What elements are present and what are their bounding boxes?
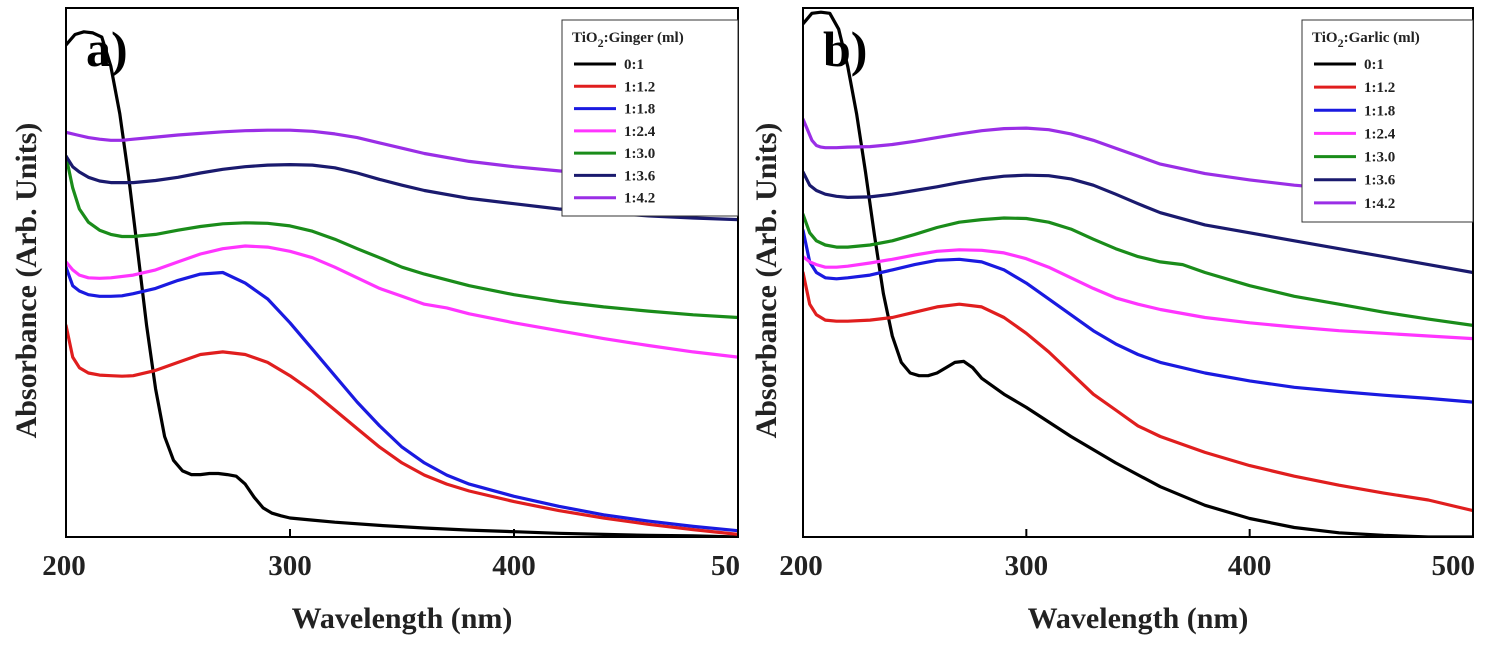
legend-title: TiO2:Ginger (ml) bbox=[572, 30, 684, 50]
series-line-1-1-2 bbox=[66, 323, 738, 536]
legend-entry: 1:1.8 bbox=[624, 102, 655, 118]
panel-b: 200 300 400 500 Wavelength (nm) Absorbance (A… bbox=[750, 7, 1476, 635]
y-axis-label: Absorbance (Arb. Units) bbox=[750, 123, 783, 439]
legend-entry: 1:3.6 bbox=[624, 168, 656, 184]
plot-frame bbox=[802, 7, 1474, 538]
x-tick-label: 300 bbox=[268, 550, 312, 582]
legend-entry: 1:3.0 bbox=[624, 146, 655, 162]
legend-box bbox=[1301, 19, 1474, 223]
legend-box bbox=[561, 19, 739, 217]
series-line-1-3-6 bbox=[803, 170, 1473, 275]
series-line-1-4-2 bbox=[803, 117, 1473, 196]
legend-entry: 0:1 bbox=[624, 57, 644, 73]
series-line-0-1 bbox=[803, 10, 1473, 537]
x-tick-label: 400 bbox=[492, 550, 536, 582]
legend-entry: 1:2.4 bbox=[624, 124, 656, 140]
x-tick-label: 400 bbox=[1228, 550, 1272, 582]
x-tick-label: 50 bbox=[711, 550, 740, 582]
plot-frame bbox=[65, 7, 739, 538]
legend: TiO2:Ginger (ml) 0:1 1:1.2 1:1.8 1:2.4 1:3.0 1… bbox=[561, 19, 739, 217]
series-line-1-2-4 bbox=[66, 244, 738, 359]
series-group bbox=[803, 10, 1473, 537]
legend-entry: 0:1 bbox=[1364, 57, 1384, 73]
legend-entry: 1:4.2 bbox=[1364, 196, 1395, 212]
panel-label: b) bbox=[823, 21, 867, 77]
x-tick-label: 200 bbox=[42, 550, 86, 582]
panel-a: 200 300 400 50 Wavelength (nm) Absorbance (Ar… bbox=[10, 7, 740, 635]
legend-entry: 1:1.2 bbox=[624, 79, 655, 95]
x-tick-label: 500 bbox=[1432, 550, 1476, 582]
y-axis-label: Absorbance (Arb. Units) bbox=[10, 123, 43, 439]
legend-entry: 1:3.6 bbox=[1364, 173, 1396, 189]
legend-entry: 1:2.4 bbox=[1364, 126, 1396, 142]
x-tick-label: 300 bbox=[1005, 550, 1049, 582]
legend: TiO2:Garlic (ml) 0:1 1:1.2 1:1.8 1:2.4 1:3.0 1… bbox=[1301, 19, 1474, 223]
legend-title: TiO2:Garlic (ml) bbox=[1312, 30, 1420, 50]
series-line-1-2-4 bbox=[803, 248, 1473, 341]
series-line-1-4-2 bbox=[66, 128, 738, 184]
series-line-1-1-2 bbox=[803, 270, 1473, 513]
x-axis-label: Wavelength (nm) bbox=[1028, 602, 1249, 635]
series-line-0-1 bbox=[66, 30, 738, 537]
panel-label: a) bbox=[86, 21, 128, 77]
series-line-1-3-0 bbox=[66, 154, 738, 320]
series-line-1-3-0 bbox=[803, 212, 1473, 327]
series-group bbox=[66, 30, 738, 537]
legend-entry: 1:3.0 bbox=[1364, 150, 1395, 166]
legend-entry: 1:1.8 bbox=[1364, 103, 1395, 119]
series-line-1-3-6 bbox=[66, 154, 738, 222]
series-line-1-1-8 bbox=[803, 228, 1473, 404]
x-tick-label: 200 bbox=[779, 550, 823, 582]
x-axis-label: Wavelength (nm) bbox=[292, 602, 513, 635]
legend-entry: 1:1.2 bbox=[1364, 80, 1395, 96]
series-line-1-1-8 bbox=[66, 265, 738, 533]
legend-entry: 1:4.2 bbox=[624, 191, 655, 207]
